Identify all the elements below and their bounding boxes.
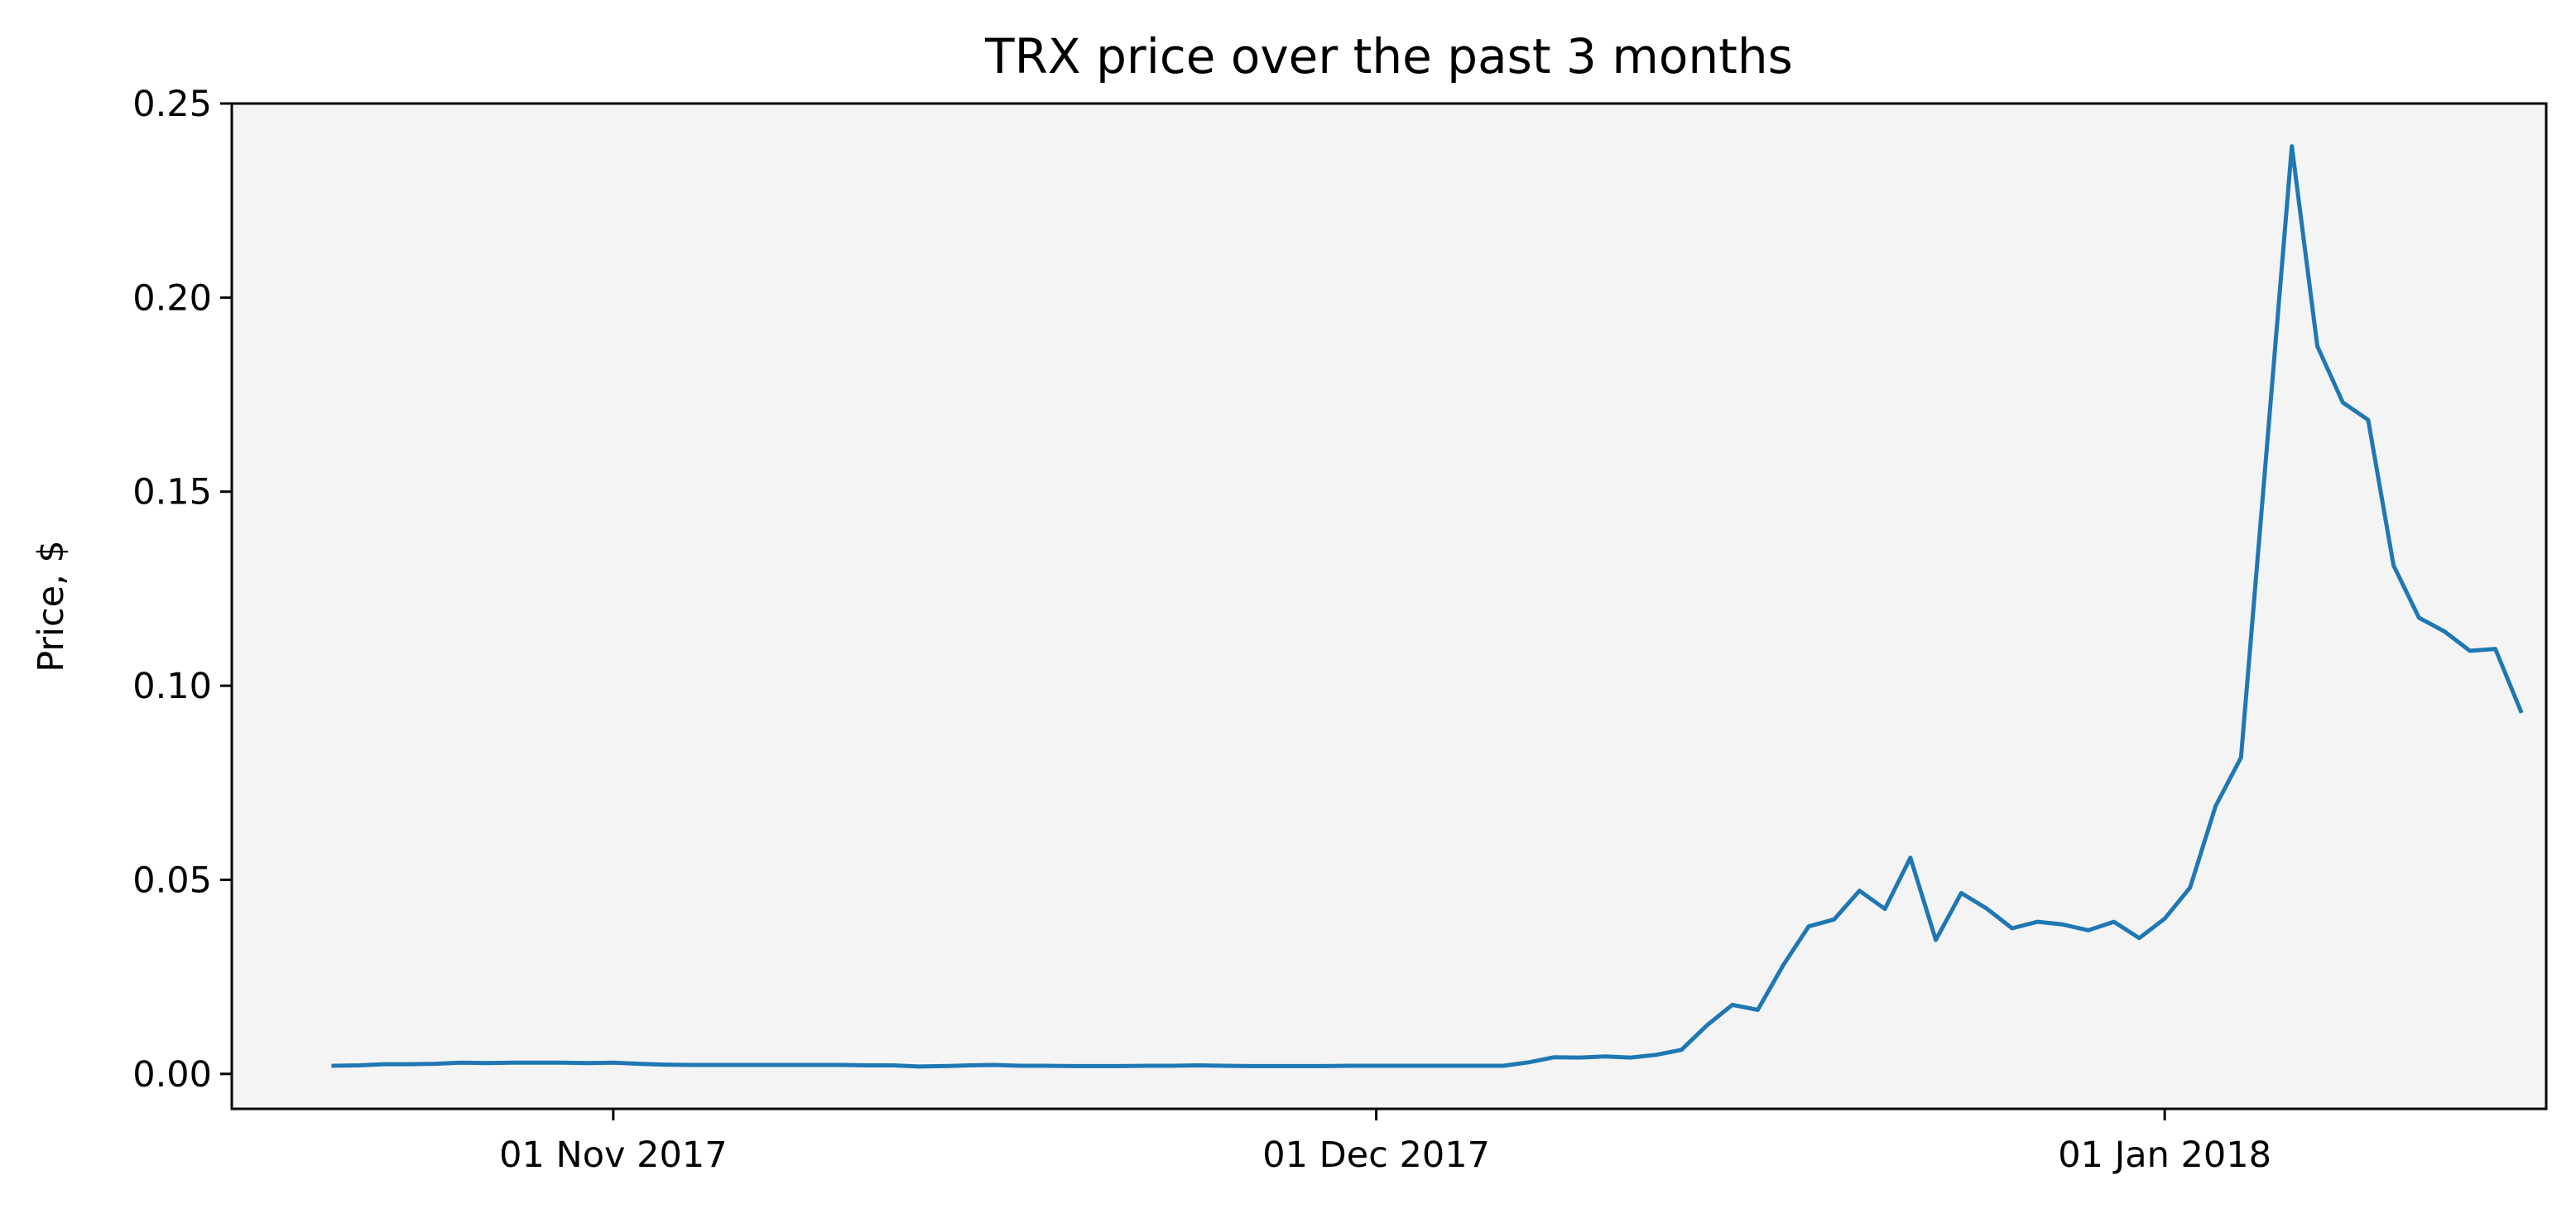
series-line <box>331 144 2524 1069</box>
y-axis: 0.00 0.05 0.10 0.15 0.20 0.25 <box>132 84 232 1096</box>
y-tick-label: 0.05 <box>132 860 212 901</box>
chart-marks <box>331 144 2524 1069</box>
y-tick-label: 0.10 <box>132 666 212 707</box>
y-axis-label: Price, $ <box>31 540 72 672</box>
x-axis: 01 Nov 2017 01 Dec 2017 01 Jan 2018 <box>499 1109 2271 1176</box>
chart-title: TRX price over the past 3 months <box>984 28 1793 84</box>
y-tick-label: 0.00 <box>132 1054 212 1096</box>
plot-area <box>232 104 2546 1109</box>
plot-frame <box>230 102 2548 1110</box>
y-tick-label: 0.20 <box>132 277 212 319</box>
y-tick-label: 0.15 <box>132 472 212 513</box>
x-tick-label: 01 Dec 2017 <box>1262 1135 1490 1176</box>
y-tick-label: 0.25 <box>132 84 212 125</box>
x-tick-label: 01 Jan 2018 <box>2058 1135 2271 1176</box>
x-tick-label: 01 Nov 2017 <box>499 1135 727 1176</box>
